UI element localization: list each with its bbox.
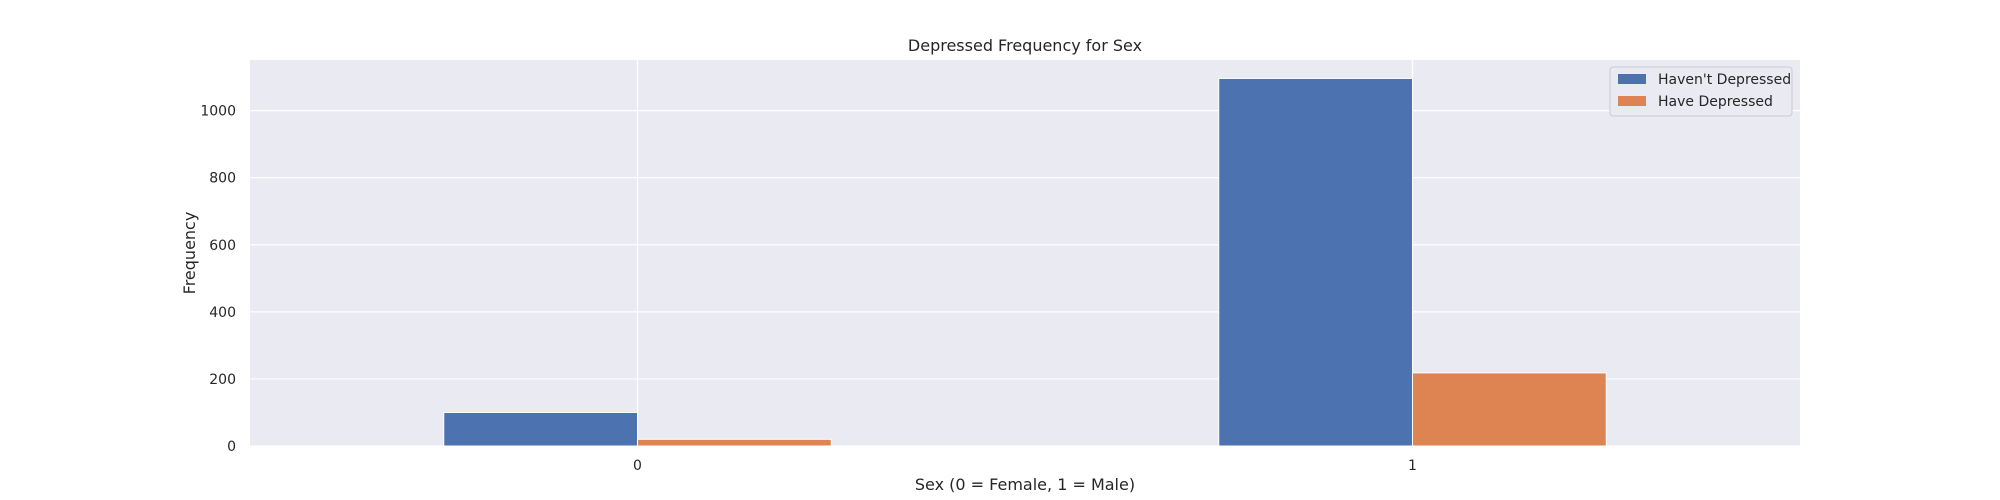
legend-label-havent-depressed: Haven't Depressed	[1658, 72, 1791, 88]
y-tick-label: 200	[209, 372, 236, 388]
x-tick-label: 1	[1408, 458, 1417, 474]
x-tick-label: 0	[633, 458, 642, 474]
y-tick-label: 400	[209, 305, 236, 321]
bar-have-depressed-0	[637, 438, 832, 447]
bar-haven-t-depressed-1	[1218, 77, 1413, 447]
y-tick-label: 1000	[200, 104, 236, 120]
legend-swatch-havent-depressed	[1618, 74, 1646, 84]
bars	[443, 77, 1607, 447]
legend-label-have-depressed: Have Depressed	[1658, 94, 1773, 110]
bar-have-depressed-1	[1412, 372, 1607, 447]
y-ticks: 0 200 400 600 800 1000	[200, 104, 236, 455]
bar-haven-t-depressed-0	[443, 411, 638, 447]
legend-swatch-have-depressed	[1618, 96, 1646, 106]
legend-box	[1609, 66, 1793, 117]
chart-title: Depressed Frequency for Sex	[908, 36, 1142, 55]
y-tick-label: 0	[227, 439, 236, 455]
y-axis-label: Frequency	[180, 212, 199, 295]
y-tick-label: 800	[209, 171, 236, 187]
x-axis-label: Sex (0 = Female, 1 = Male)	[915, 475, 1135, 494]
legend: Haven't Depressed Have Depressed	[1609, 66, 1793, 117]
y-tick-label: 600	[209, 238, 236, 254]
